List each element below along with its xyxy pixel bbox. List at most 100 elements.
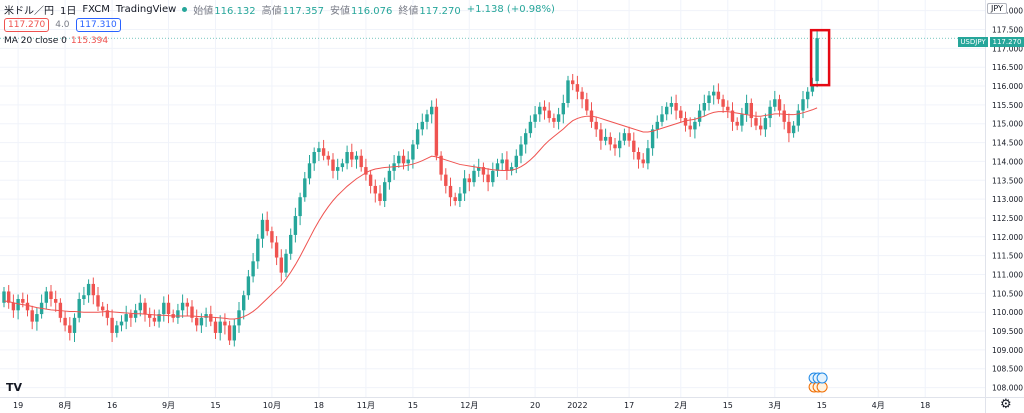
y-tick-label: 110.500 xyxy=(992,289,1023,298)
candles xyxy=(2,29,819,347)
candle xyxy=(486,174,490,183)
y-tick-label: 117.500 xyxy=(992,26,1023,35)
candle xyxy=(721,99,725,107)
candle xyxy=(754,118,758,126)
candle xyxy=(683,118,688,126)
x-tick-label: 16 xyxy=(107,401,117,410)
candle xyxy=(796,110,800,126)
tradingview-logo[interactable]: TV xyxy=(6,381,23,394)
candle xyxy=(16,299,20,311)
y-tick-label: 111.000 xyxy=(992,271,1023,280)
candle xyxy=(627,133,631,141)
low-value: 116.076 xyxy=(351,6,393,17)
candle xyxy=(68,325,72,333)
gear-icon[interactable]: ⚙ xyxy=(1000,397,1012,412)
candle xyxy=(265,219,269,232)
currency-tag[interactable]: JPY xyxy=(987,3,1007,14)
candle xyxy=(91,283,95,296)
candle xyxy=(594,121,598,130)
candle xyxy=(378,193,382,201)
y-tick-label: 114.000 xyxy=(992,157,1023,166)
x-tick-label: 2月 xyxy=(674,401,687,410)
economic-event-icon[interactable] xyxy=(816,372,828,384)
y-tick-label: 115.000 xyxy=(992,120,1023,129)
spread-value: 4.0 xyxy=(55,20,70,30)
candle xyxy=(716,91,721,100)
x-tick-label: 18 xyxy=(314,401,324,410)
candle xyxy=(321,148,326,156)
candle xyxy=(274,242,279,258)
candle xyxy=(72,317,77,333)
candle xyxy=(730,110,735,122)
candle xyxy=(383,182,387,201)
broker: FXCM xyxy=(82,4,110,15)
candle xyxy=(646,148,650,164)
low-label: 安値 xyxy=(330,6,351,17)
candle xyxy=(63,317,67,326)
candle xyxy=(96,295,100,307)
candle xyxy=(223,321,227,326)
candle xyxy=(571,80,575,85)
candle xyxy=(303,178,307,198)
candle xyxy=(397,155,401,164)
x-tick-label: 4月 xyxy=(872,401,885,410)
interval[interactable]: 1日 xyxy=(60,6,77,17)
quote-row: 117.270 4.0 117.310 xyxy=(4,18,121,32)
candle xyxy=(180,302,185,311)
candle xyxy=(462,178,467,194)
candle xyxy=(256,238,260,262)
candle xyxy=(566,80,570,103)
candle xyxy=(420,121,424,130)
candle xyxy=(740,114,744,126)
x-tick-label: 15 xyxy=(210,401,220,410)
candle xyxy=(777,99,782,111)
y-tick-label: 116.500 xyxy=(992,63,1023,72)
y-tick-label: 108.000 xyxy=(992,384,1023,393)
candle xyxy=(636,152,641,160)
change-value: +1.138 (+0.98%) xyxy=(466,4,555,15)
candle xyxy=(448,185,453,198)
candle xyxy=(185,302,189,307)
x-axis: 19 8月 16 9月 15 10月 18 11月 15 12月 20 2022 17 2月 15 3月 15 4… xyxy=(13,401,930,410)
candle xyxy=(547,110,551,119)
candle xyxy=(688,125,692,130)
candle xyxy=(166,302,171,315)
x-tick-label: 12月 xyxy=(460,401,478,410)
y-tick-label: 113.500 xyxy=(992,176,1023,185)
candle xyxy=(655,121,659,130)
event-markers[interactable] xyxy=(808,372,828,393)
candle xyxy=(467,178,471,183)
candle xyxy=(509,167,514,171)
candle xyxy=(359,155,363,168)
candle xyxy=(242,295,246,311)
candle xyxy=(542,106,547,111)
y-tick-label: 117.000 xyxy=(992,44,1023,53)
y-tick-label: 108.500 xyxy=(992,365,1023,374)
ma-legend[interactable]: MA 20 close 0 115.394 xyxy=(4,36,108,46)
source: TradingView xyxy=(115,4,177,15)
candle xyxy=(749,103,753,119)
candle xyxy=(312,152,316,164)
ma-line xyxy=(3,107,818,320)
candle xyxy=(801,99,805,111)
candle xyxy=(7,291,11,303)
chart-grid xyxy=(0,0,985,397)
y-tick-label: 109.500 xyxy=(992,327,1023,336)
candle xyxy=(552,118,556,122)
candle xyxy=(143,302,147,315)
candle xyxy=(213,321,218,333)
candle xyxy=(307,163,312,179)
sell-button[interactable]: 117.270 xyxy=(4,18,50,32)
symbol-name[interactable]: 米ドル／円 xyxy=(4,6,54,17)
y-tick-label: 109.000 xyxy=(992,346,1023,355)
candle xyxy=(702,103,706,111)
candle xyxy=(674,103,678,111)
buy-button[interactable]: 117.310 xyxy=(75,18,121,32)
ma-value: 115.394 xyxy=(70,36,109,46)
candle xyxy=(232,325,236,341)
candle xyxy=(787,121,791,134)
candle xyxy=(556,114,561,122)
candle xyxy=(246,276,251,296)
candle xyxy=(622,133,627,141)
